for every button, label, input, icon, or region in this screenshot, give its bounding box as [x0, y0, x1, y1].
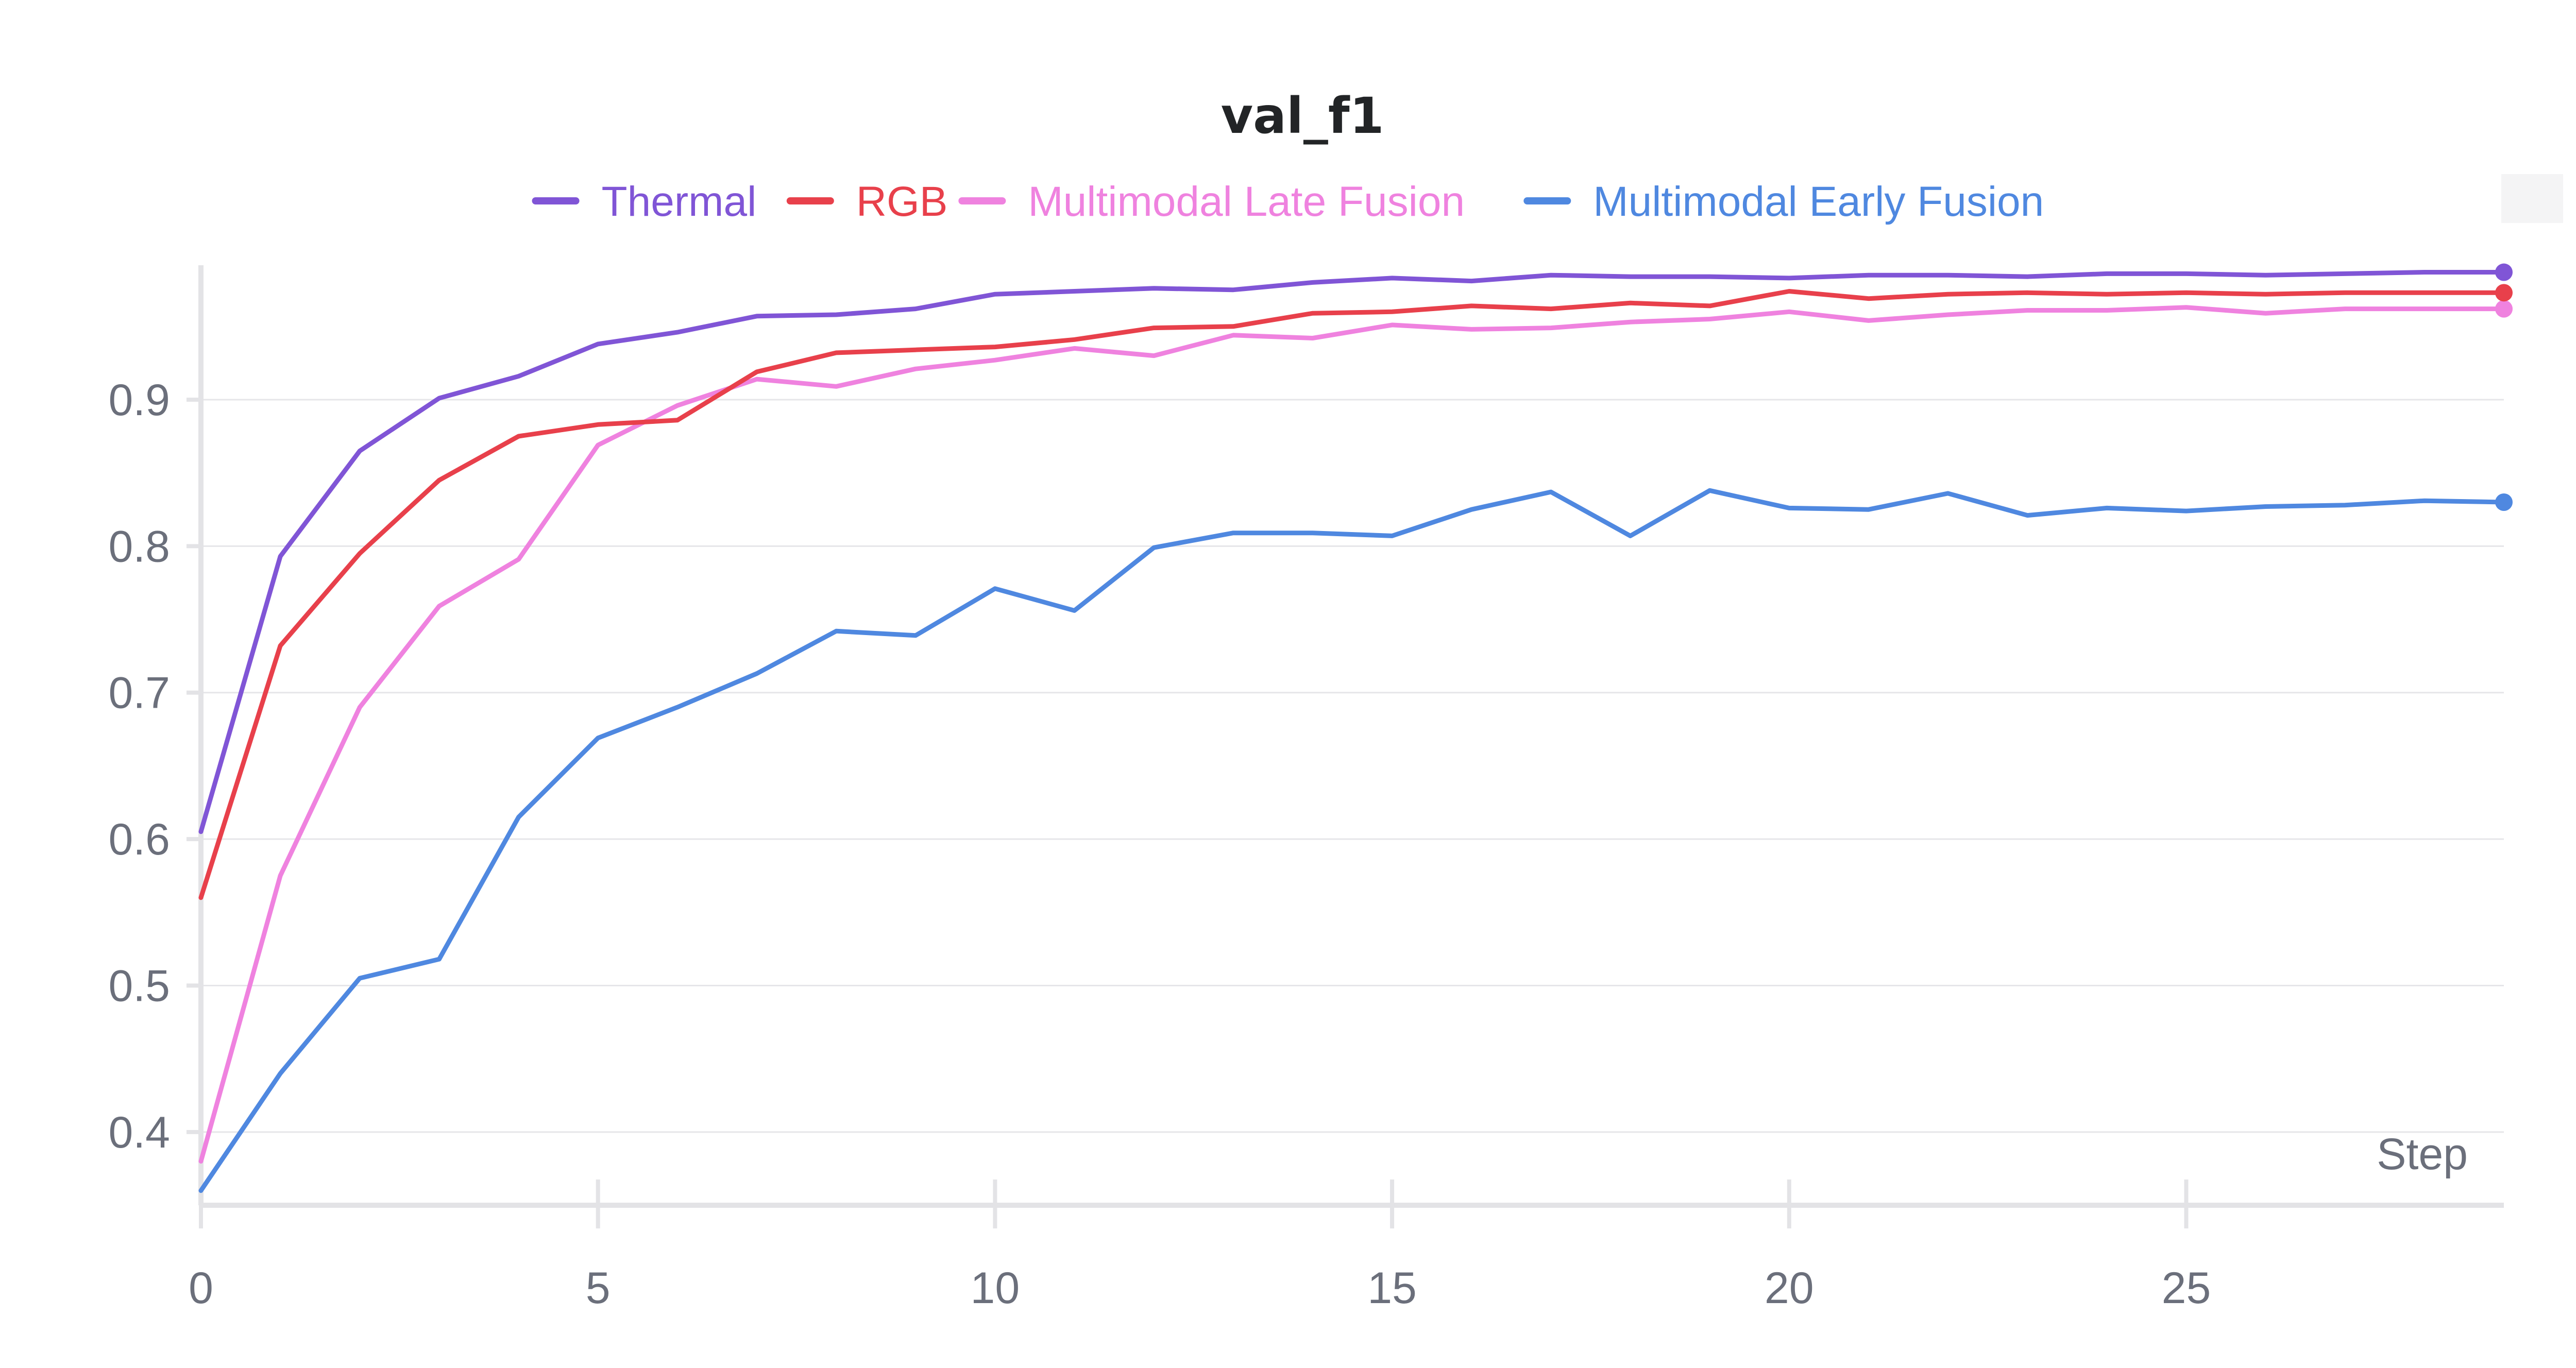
y-tick-label: 0.5: [108, 961, 170, 1011]
series-line-multimodal-late-fusion: [198, 305, 2506, 1164]
legend-item-rgb[interactable]: RGB: [786, 178, 948, 225]
y-tick-label: 0.4: [108, 1108, 170, 1157]
series-endpoint-rgb: [2495, 284, 2513, 302]
y-tick-label: 0.7: [108, 669, 170, 718]
series-line-rgb: [198, 289, 2506, 900]
legend-label: Multimodal Early Fusion: [1593, 178, 2044, 225]
chart-gridlines: [201, 399, 2504, 1133]
x-tick-label: 15: [1367, 1263, 1417, 1313]
series-line-multimodal-early-fusion: [198, 488, 2506, 1193]
x-tick-label: 10: [971, 1263, 1020, 1313]
chart-menu-button[interactable]: [2501, 174, 2563, 223]
legend-label: RGB: [856, 178, 948, 225]
x-tick-label: 20: [1765, 1263, 1814, 1313]
chart-series: [198, 263, 2513, 1193]
x-tick-label: 0: [189, 1263, 213, 1313]
legend-item-multimodal-late-fusion[interactable]: Multimodal Late Fusion: [958, 178, 1465, 225]
series-endpoint-thermal: [2495, 263, 2513, 281]
legend-label: Multimodal Late Fusion: [1028, 178, 1465, 225]
y-tick-label: 0.8: [108, 522, 170, 571]
series-endpoint-multimodal-early-fusion: [2495, 493, 2513, 511]
legend-label: Thermal: [602, 178, 757, 225]
chart-legend: Thermal RGB Multimodal Late Fusion Multimod…: [532, 178, 2044, 225]
legend-item-thermal[interactable]: Thermal: [532, 178, 757, 225]
series-endpoint-multimodal-late-fusion: [2495, 300, 2513, 318]
legend-item-multimodal-early-fusion[interactable]: Multimodal Early Fusion: [1523, 178, 2044, 225]
y-tick-label: 0.6: [108, 815, 170, 864]
y-tick-label: 0.9: [108, 375, 170, 425]
x-axis-title: Step: [2377, 1130, 2468, 1179]
chart-axes: 0.4 0.5 0.6 0.7 0.8 0.9 0 5 10 15 20 25: [108, 265, 2504, 1313]
series-line-thermal: [198, 270, 2506, 834]
x-tick-label: 5: [586, 1263, 611, 1313]
x-tick-label: 25: [2162, 1263, 2211, 1313]
chart-title: val_f1: [1221, 87, 1384, 145]
